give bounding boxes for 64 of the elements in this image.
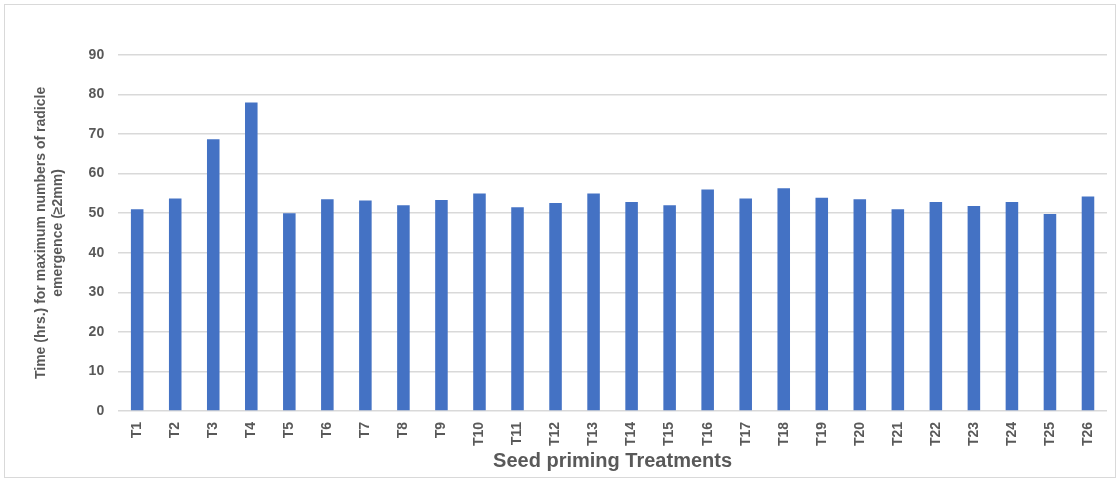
- bar: [625, 202, 638, 411]
- x-tick-label: T22: [926, 421, 943, 446]
- bar: [587, 193, 600, 411]
- bar: [929, 202, 943, 411]
- bar: [168, 198, 182, 411]
- x-tick-label: T11: [508, 421, 525, 446]
- x-tick-label: T4: [242, 421, 259, 439]
- bar: [663, 205, 676, 411]
- x-tick-label: T20: [850, 421, 867, 446]
- y-tick-label: 0: [96, 401, 105, 418]
- bar: [1005, 202, 1019, 411]
- y-tick-label: 60: [88, 164, 105, 181]
- bar: [1043, 213, 1057, 411]
- x-tick-label: T16: [698, 421, 715, 446]
- bar: [245, 102, 258, 411]
- y-tick-label: 50: [88, 204, 105, 221]
- bar: [701, 189, 714, 411]
- x-tick-label: T1: [128, 421, 145, 439]
- x-tick-label: T21: [888, 421, 905, 446]
- bar: [511, 207, 524, 411]
- bar: [206, 139, 220, 411]
- x-tick-label: T3: [204, 421, 221, 439]
- x-tick-label: T15: [660, 421, 677, 446]
- bar: [777, 188, 791, 411]
- bar: [967, 206, 981, 411]
- x-tick-label: T2: [166, 421, 183, 439]
- bar: [739, 198, 752, 411]
- x-tick-label: T19: [812, 421, 829, 446]
- x-tick-label: T10: [470, 421, 487, 446]
- x-tick-label: T26: [1078, 421, 1095, 446]
- bar: [891, 209, 905, 411]
- bar: [397, 205, 410, 411]
- bar: [549, 202, 562, 411]
- x-tick-label: T12: [546, 421, 563, 446]
- y-tick-label: 40: [88, 243, 105, 260]
- bar: [473, 193, 486, 411]
- x-tick-label: T6: [318, 421, 335, 439]
- y-tick-label: 30: [88, 283, 105, 300]
- x-tick-label: T25: [1040, 421, 1057, 446]
- bar: [283, 213, 296, 411]
- y-tick-label: 20: [88, 322, 105, 339]
- y-tick-label: 90: [88, 45, 105, 62]
- y-tick-label: 10: [88, 362, 105, 379]
- bar: [321, 199, 334, 411]
- bar: [130, 209, 144, 411]
- y-axis-title: Time (hrs.) for maximum numbers of radicle emergence (≥2mm): [32, 86, 66, 380]
- y-tick-label: 70: [88, 124, 105, 141]
- x-tick-label: T8: [394, 421, 411, 439]
- x-tick-label: T18: [774, 421, 791, 446]
- x-tick-label: T7: [356, 421, 373, 439]
- y-tick-label: 80: [88, 85, 105, 102]
- x-axis-title: Seed priming Treatments: [493, 448, 733, 471]
- x-tick-label: T24: [1002, 421, 1019, 446]
- bar: [1081, 196, 1095, 411]
- x-tick-label: T23: [964, 421, 981, 446]
- bar: [815, 197, 829, 411]
- x-tick-label: T13: [584, 421, 601, 446]
- bar: [359, 200, 372, 411]
- x-tick-label: T14: [622, 421, 639, 446]
- x-tick-label: T5: [280, 421, 297, 439]
- bar: [853, 199, 867, 411]
- x-tick-label: T9: [432, 421, 449, 439]
- x-tick-label: T17: [736, 421, 753, 446]
- bar: [435, 200, 448, 411]
